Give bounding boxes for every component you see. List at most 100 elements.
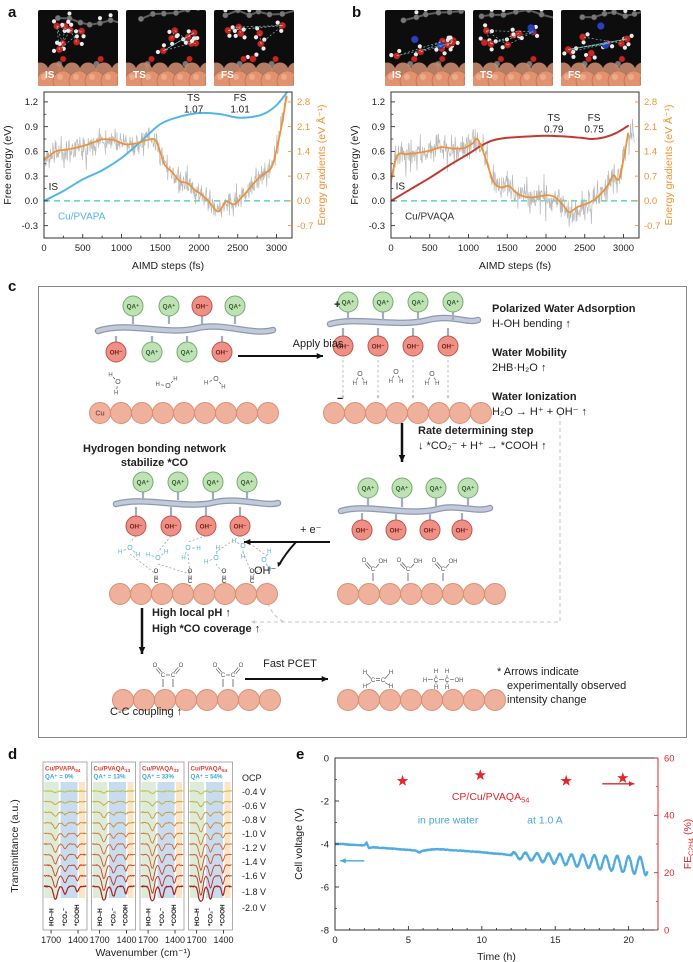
svg-text:QA⁺: QA⁺ — [127, 303, 140, 310]
svg-text:H: H — [423, 678, 427, 684]
svg-text:OH: OH — [449, 559, 458, 565]
svg-text:500: 500 — [75, 243, 91, 254]
svg-text:OH⁻: OH⁻ — [200, 523, 213, 530]
svg-text:-0.7: -0.7 — [297, 221, 313, 232]
svg-text:FS: FS — [588, 113, 601, 124]
svg-text:O: O — [357, 371, 363, 378]
bullet1-title: Polarized Water Adsorption — [492, 303, 636, 315]
svg-text:O: O — [127, 545, 133, 552]
svg-text:QA⁺: QA⁺ — [137, 479, 150, 486]
svg-text:0.79: 0.79 — [544, 124, 564, 135]
svg-text:2.1: 2.1 — [297, 122, 310, 133]
svg-text:1.4: 1.4 — [644, 147, 657, 158]
svg-text:0: 0 — [664, 925, 669, 936]
svg-text:O: O — [239, 663, 244, 669]
svg-text:Cu/PVAQA: Cu/PVAQA — [405, 211, 455, 222]
svg-text:1400: 1400 — [117, 935, 137, 945]
svg-text:C: C — [161, 673, 166, 679]
svg-text:H: H — [146, 552, 150, 558]
svg-text:H: H — [196, 546, 200, 552]
svg-text:O: O — [115, 379, 121, 386]
svg-text:Cu/PVAPA54: Cu/PVAPA54 — [45, 766, 81, 774]
svg-text:OH⁻: OH⁻ — [407, 343, 420, 350]
svg-text:*CO₂⁻: *CO₂⁻ — [62, 908, 69, 926]
svg-text:QA⁺ = 13%: QA⁺ = 13% — [94, 774, 126, 781]
svg-text:O: O — [240, 543, 246, 550]
svg-text:H: H — [353, 381, 357, 387]
svg-text:Time (h): Time (h) — [477, 951, 516, 962]
svg-text:H: H — [164, 549, 168, 555]
svg-text:*COOH: *COOH — [171, 904, 178, 926]
svg-text:C: C — [445, 678, 450, 684]
svg-text:QA⁺: QA⁺ — [172, 479, 185, 486]
high-local-ph-label: High local pH ↑ — [152, 607, 231, 619]
svg-text:OH⁻: OH⁻ — [424, 527, 437, 534]
svg-text:H: H — [204, 381, 208, 387]
svg-text:FS: FS — [234, 93, 247, 104]
svg-text:QA⁺: QA⁺ — [447, 299, 460, 306]
svg-text:−: − — [337, 393, 343, 405]
svg-text:1.2: 1.2 — [25, 97, 38, 108]
svg-text:TS: TS — [547, 113, 560, 124]
svg-text:QA⁺: QA⁺ — [396, 485, 409, 492]
svg-text:3000: 3000 — [613, 243, 634, 254]
svg-text:60: 60 — [664, 753, 675, 764]
svg-text:-1.2 V: -1.2 V — [242, 843, 266, 853]
svg-text:3000: 3000 — [266, 243, 287, 254]
footnote-line3: intensity change — [507, 694, 587, 706]
svg-text:H: H — [173, 377, 177, 383]
svg-text:1.2: 1.2 — [372, 97, 385, 108]
svg-text:IS: IS — [49, 182, 59, 193]
svg-text:H: H — [363, 684, 367, 690]
cc-coupling-label: C-C coupling ↑ — [110, 706, 183, 718]
svg-text:0: 0 — [332, 935, 337, 946]
svg-text:TS: TS — [133, 70, 146, 81]
svg-text:*COOH: *COOH — [220, 904, 227, 926]
svg-text:1400: 1400 — [214, 935, 234, 945]
svg-text:2.8: 2.8 — [297, 97, 310, 108]
svg-text:H: H — [216, 546, 220, 552]
svg-text:0.7: 0.7 — [297, 171, 310, 182]
svg-text:OH⁻: OH⁻ — [130, 523, 143, 530]
svg-text:C: C — [154, 579, 159, 585]
svg-text:O: O — [429, 371, 435, 378]
svg-text:-2.0 V: -2.0 V — [242, 903, 266, 913]
panel-a-md-snapshots: IS TS FS — [38, 10, 294, 86]
svg-text:OH⁻: OH⁻ — [456, 527, 469, 534]
svg-text:20: 20 — [623, 935, 634, 946]
svg-text:Wavenumber (cm⁻¹): Wavenumber (cm⁻¹) — [96, 947, 191, 959]
svg-text:HO–H: HO–H — [194, 908, 201, 926]
svg-text:OH⁻: OH⁻ — [337, 343, 350, 350]
svg-text:O: O — [222, 569, 227, 575]
svg-text:AIMD steps (fs): AIMD steps (fs) — [479, 260, 551, 272]
svg-text:OH⁻: OH⁻ — [372, 343, 385, 350]
svg-text:O: O — [165, 383, 171, 390]
panel-e-label: e — [296, 746, 305, 763]
svg-text:-0.3: -0.3 — [369, 221, 385, 232]
svg-text:O: O — [213, 376, 219, 383]
svg-text:2000: 2000 — [535, 243, 556, 254]
svg-text:OH⁻: OH⁻ — [442, 343, 455, 350]
rds-line: ↓ *CO₂⁻ + H⁺ → *COOH ↑ — [418, 440, 547, 452]
svg-text:-2: -2 — [321, 796, 329, 807]
svg-text:O: O — [213, 555, 219, 562]
svg-text:O: O — [185, 545, 191, 552]
svg-text:2500: 2500 — [227, 243, 248, 254]
svg-text:QA⁺: QA⁺ — [412, 299, 425, 306]
svg-text:O: O — [155, 555, 161, 562]
svg-text:O: O — [362, 558, 367, 564]
svg-text:1700: 1700 — [41, 935, 61, 945]
svg-text:H: H — [155, 382, 159, 388]
svg-text:*COOH: *COOH — [123, 904, 130, 926]
svg-text:0.9: 0.9 — [25, 122, 38, 133]
svg-text:H: H — [108, 373, 112, 379]
svg-text:1700: 1700 — [187, 935, 207, 945]
svg-text:O: O — [393, 369, 399, 376]
svg-text:FEC2H4 (%): FEC2H4 (%) — [682, 819, 693, 870]
svg-text:0.6: 0.6 — [372, 147, 385, 158]
svg-text:-1.8 V: -1.8 V — [242, 887, 266, 897]
svg-text:-1.4 V: -1.4 V — [242, 857, 266, 867]
svg-text:H: H — [425, 381, 429, 387]
svg-text:1500: 1500 — [497, 243, 518, 254]
svg-text:C: C — [221, 673, 226, 679]
